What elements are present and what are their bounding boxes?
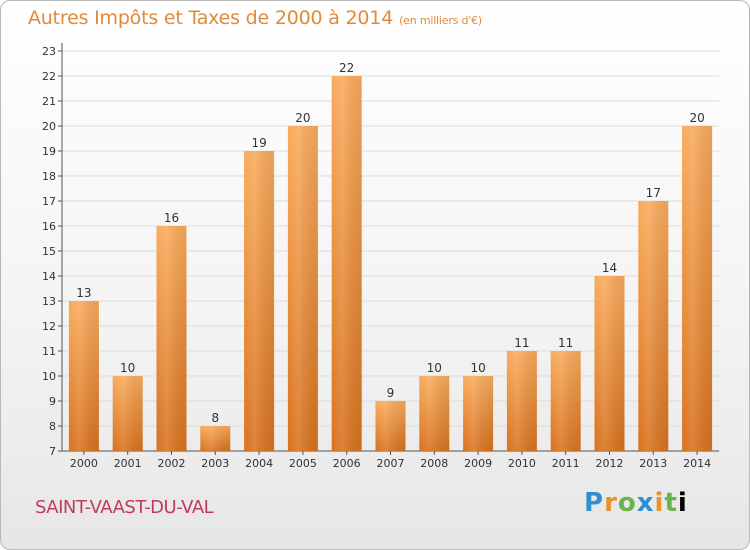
logo-letter: x (636, 488, 655, 518)
x-tick-label: 2006 (333, 457, 361, 470)
bar-shine (594, 276, 625, 451)
x-tick-labels: 2000 2001 2002 2003 2004 2005 2006 2007 2008 2009… (70, 457, 711, 470)
x-tick-label: 2012 (596, 457, 624, 470)
commune-name: SAINT-VAAST-DU-VAL (35, 497, 214, 518)
data-label: 8 (211, 411, 219, 425)
y-tick-label: 14 (42, 270, 56, 283)
bar-shine (463, 376, 494, 451)
data-label: 13 (76, 286, 91, 300)
data-label: 11 (514, 336, 529, 350)
logo-letter: i (677, 488, 688, 518)
logo-letter: r (604, 488, 618, 518)
bar-shine (419, 376, 450, 451)
y-tick-label: 7 (49, 445, 56, 458)
data-label: 20 (295, 111, 310, 125)
y-tick-label: 15 (42, 245, 56, 258)
y-tick-label: 12 (42, 320, 56, 333)
x-tick-label: 2009 (464, 457, 492, 470)
logo-letter: t (664, 488, 678, 518)
bar-shine (244, 151, 275, 451)
data-label: 10 (427, 361, 442, 375)
y-tick-label: 22 (42, 70, 56, 83)
bars (68, 76, 713, 451)
y-tick-label: 10 (42, 370, 56, 383)
data-label: 20 (689, 111, 704, 125)
data-label: 11 (558, 336, 573, 350)
y-tick-label: 8 (49, 420, 56, 433)
data-label: 14 (602, 261, 617, 275)
chart-title: Autres Impôts et Taxes de 2000 à 2014 (en… (28, 7, 482, 29)
x-tick-label: 2002 (158, 457, 186, 470)
y-tick-label: 18 (42, 170, 56, 183)
x-tick-label: 2001 (114, 457, 142, 470)
bar-shine (331, 76, 362, 451)
y-tick-label: 19 (42, 145, 56, 158)
data-label: 16 (164, 211, 179, 225)
y-tick-label: 13 (42, 295, 56, 308)
data-label: 19 (251, 136, 266, 150)
bar-shine (506, 351, 537, 451)
data-label: 10 (120, 361, 135, 375)
x-tick-label: 2000 (70, 457, 98, 470)
logo-letter: P (584, 488, 605, 518)
y-tick-label: 9 (49, 395, 56, 408)
bar-shine (287, 126, 318, 451)
data-label: 9 (387, 386, 395, 400)
x-tick-label: 2011 (552, 457, 580, 470)
logo-letter: o (617, 488, 637, 518)
x-tick-label: 2007 (377, 457, 405, 470)
y-tick-label: 11 (42, 345, 56, 358)
data-labels: 13 10 16 8 19 20 22 9 10 10 11 11 14 17 20 (76, 61, 704, 425)
x-tick-label: 2003 (201, 457, 229, 470)
proxiti-logo: Proxiti (584, 488, 688, 518)
bar-shine (68, 301, 99, 451)
bar-shine (550, 351, 581, 451)
bar-shine (156, 226, 187, 451)
y-tick-label: 16 (42, 220, 56, 233)
bar-shine (682, 126, 713, 451)
bar-shine (200, 426, 231, 451)
y-tick-label: 20 (42, 120, 56, 133)
x-tick-label: 2008 (420, 457, 448, 470)
data-label: 22 (339, 61, 354, 75)
x-tick-label: 2010 (508, 457, 536, 470)
y-tick-label: 23 (42, 45, 56, 58)
bar-shine (112, 376, 143, 451)
x-tick-label: 2014 (683, 457, 711, 470)
x-tick-label: 2013 (639, 457, 667, 470)
y-tick-label: 17 (42, 195, 56, 208)
bar-shine (638, 201, 669, 451)
x-tick-label: 2004 (245, 457, 273, 470)
data-label: 10 (470, 361, 485, 375)
y-tick-label: 21 (42, 95, 56, 108)
x-tick-label: 2005 (289, 457, 317, 470)
chart-subtitle: (en milliers d'€) (399, 14, 482, 27)
data-label: 17 (646, 186, 661, 200)
logo-letter: i (654, 488, 665, 518)
y-tick-labels: 7 8 9 10 11 12 13 14 15 16 17 18 19 20 21 22 23 (42, 45, 56, 458)
bar-shine (375, 401, 406, 451)
